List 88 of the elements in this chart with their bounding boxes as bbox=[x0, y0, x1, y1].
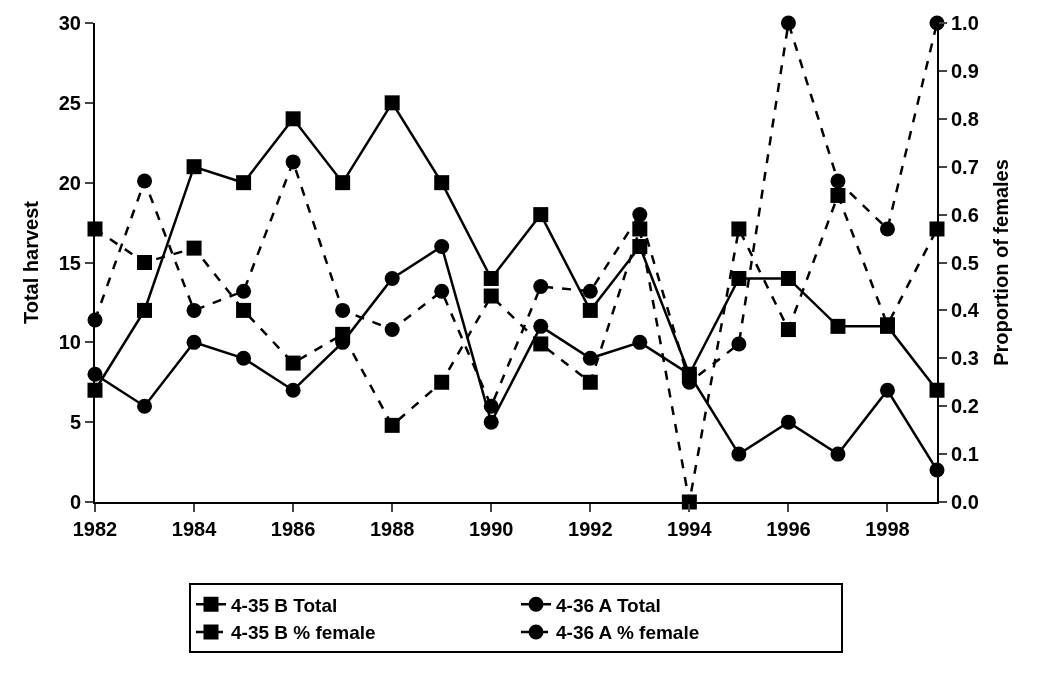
y-tick-label: 5 bbox=[69, 411, 81, 434]
point bbox=[384, 95, 400, 111]
point bbox=[731, 270, 747, 286]
point bbox=[335, 302, 351, 318]
point bbox=[137, 255, 153, 270]
point bbox=[434, 175, 450, 191]
y2-tick-label: 0.3 bbox=[951, 347, 979, 370]
point bbox=[731, 446, 747, 462]
y2-tick-label: 0.0 bbox=[951, 491, 979, 513]
point bbox=[830, 446, 846, 462]
y-tick-label: 30 bbox=[58, 12, 81, 34]
y2-tick-label: 1.0 bbox=[951, 12, 979, 34]
y2-tick-label: 0.5 bbox=[951, 251, 979, 274]
point bbox=[582, 350, 598, 366]
point bbox=[632, 334, 648, 350]
point bbox=[731, 336, 747, 352]
x-tick-label: 1984 bbox=[171, 518, 218, 540]
y2-axis-title: Proportion of females bbox=[989, 159, 1012, 366]
y-tick-label: 25 bbox=[58, 91, 81, 114]
x-tick-label: 1990 bbox=[468, 518, 514, 540]
x-tick-label: 1992 bbox=[568, 518, 613, 540]
point bbox=[285, 111, 301, 127]
point bbox=[533, 318, 549, 334]
point bbox=[236, 350, 252, 366]
point bbox=[384, 322, 400, 338]
point bbox=[434, 283, 450, 299]
point bbox=[780, 270, 796, 286]
point bbox=[186, 334, 202, 350]
y-tick-label: 15 bbox=[58, 251, 81, 274]
point bbox=[236, 175, 252, 191]
point bbox=[879, 221, 895, 237]
x-tick-label: 1986 bbox=[270, 518, 316, 540]
x-tick-label: 1982 bbox=[72, 518, 118, 540]
x-tick-label: 1994 bbox=[667, 518, 713, 540]
point bbox=[582, 374, 598, 390]
x-tick-label: 1996 bbox=[766, 518, 811, 540]
point bbox=[632, 207, 648, 223]
point bbox=[137, 302, 153, 318]
point bbox=[533, 278, 549, 294]
point bbox=[137, 398, 153, 414]
point bbox=[285, 355, 301, 371]
point bbox=[830, 318, 846, 334]
legend-label: 4-35 B % female bbox=[231, 622, 376, 644]
x-tick-label: 1988 bbox=[369, 518, 415, 540]
y2-tick-label: 0.4 bbox=[951, 299, 980, 322]
point bbox=[186, 240, 202, 256]
y-tick-label: 0 bbox=[69, 491, 81, 513]
y2-tick-label: 0.9 bbox=[951, 59, 979, 82]
y-axis-title: Total harvest bbox=[19, 200, 42, 324]
x-tick-label: 1998 bbox=[865, 518, 910, 540]
point bbox=[879, 382, 895, 398]
point bbox=[533, 207, 549, 223]
legend-label: 4-36 A % female bbox=[556, 622, 700, 644]
y2-tick-label: 0.6 bbox=[951, 203, 979, 226]
y2-tick-label: 0.8 bbox=[951, 107, 979, 130]
point bbox=[582, 283, 598, 299]
point bbox=[434, 239, 450, 255]
point bbox=[780, 322, 796, 338]
point bbox=[285, 154, 301, 170]
point bbox=[384, 270, 400, 286]
point bbox=[335, 326, 351, 342]
point bbox=[236, 283, 252, 299]
point bbox=[830, 187, 846, 203]
point bbox=[285, 382, 301, 398]
point bbox=[236, 302, 252, 318]
point bbox=[533, 336, 549, 352]
point bbox=[780, 15, 796, 31]
point bbox=[186, 302, 202, 318]
point bbox=[731, 221, 747, 237]
point bbox=[582, 302, 598, 318]
y-tick-label: 20 bbox=[58, 171, 81, 194]
point bbox=[434, 374, 450, 390]
point bbox=[335, 175, 351, 191]
legend-label: 4-35 B Total bbox=[231, 594, 338, 616]
y2-tick-label: 0.2 bbox=[951, 395, 979, 418]
y2-tick-label: 0.1 bbox=[951, 443, 979, 466]
point bbox=[830, 173, 846, 189]
point bbox=[483, 288, 499, 304]
point bbox=[384, 417, 400, 433]
point bbox=[137, 173, 153, 189]
y-tick-label: 10 bbox=[58, 331, 81, 354]
point bbox=[483, 270, 499, 286]
point bbox=[483, 398, 499, 414]
point bbox=[186, 159, 202, 175]
y2-tick-label: 0.7 bbox=[951, 155, 979, 178]
point bbox=[780, 414, 796, 430]
point bbox=[483, 414, 499, 430]
legend-label: 4-36 A Total bbox=[556, 594, 661, 616]
